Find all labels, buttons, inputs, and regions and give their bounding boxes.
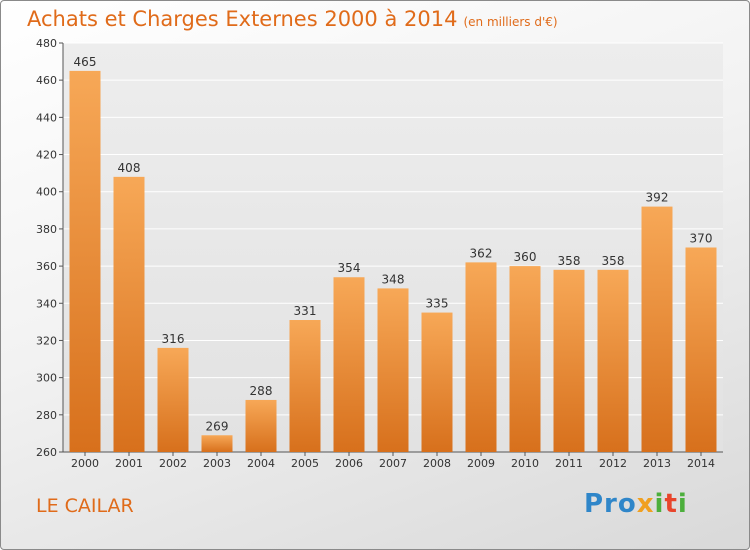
bar-2013 [641, 206, 673, 452]
x-tick-label-2012: 2012 [599, 457, 627, 470]
bar-2006 [333, 277, 365, 452]
x-tick-label-2001: 2001 [115, 457, 143, 470]
x-tick-label-2009: 2009 [467, 457, 495, 470]
data-label-2014: 370 [690, 232, 713, 246]
x-tick-label-2010: 2010 [511, 457, 539, 470]
bar-2000 [69, 70, 101, 453]
x-tick-label-2014: 2014 [687, 457, 715, 470]
data-label-2003: 269 [206, 419, 229, 433]
chart-title: Achats et Charges Externes 2000 à 2014 (e… [27, 7, 558, 31]
data-label-2002: 316 [162, 332, 185, 346]
x-tick-label-2013: 2013 [643, 457, 671, 470]
x-tick-label-2003: 2003 [203, 457, 231, 470]
data-label-2008: 335 [426, 297, 449, 311]
y-tick-label: 360 [36, 260, 57, 273]
bar-2011 [553, 269, 585, 452]
x-tick-label-2005: 2005 [291, 457, 319, 470]
bar-2001 [113, 176, 145, 452]
title-text: Achats et Charges Externes 2000 à 2014 [27, 7, 458, 31]
bar-2010 [509, 266, 541, 452]
y-tick-label: 340 [36, 297, 57, 310]
y-tick-label: 300 [36, 372, 57, 385]
bar-2008 [421, 312, 453, 452]
y-tick-label: 420 [36, 149, 57, 162]
y-tick-label: 260 [36, 446, 57, 459]
bar-2003 [201, 435, 233, 452]
y-tick-label: 460 [36, 74, 57, 87]
bar-2014 [685, 247, 717, 452]
x-tick-label-2011: 2011 [555, 457, 583, 470]
data-label-2001: 408 [118, 161, 141, 175]
data-label-2009: 362 [470, 246, 493, 260]
data-label-2010: 360 [514, 250, 537, 264]
y-tick-label: 480 [36, 37, 57, 50]
y-tick-label: 440 [36, 111, 57, 124]
bar-2012 [597, 269, 629, 452]
bar-2009 [465, 262, 497, 452]
y-tick-label: 400 [36, 186, 57, 199]
x-tick-label-2000: 2000 [71, 457, 99, 470]
data-label-2006: 354 [338, 261, 361, 275]
y-tick-label: 280 [36, 409, 57, 422]
bar-2007 [377, 288, 409, 452]
bar-2004 [245, 399, 277, 452]
proxiti-logo[interactable]: Proxiti [584, 489, 688, 519]
y-tick-label: 380 [36, 223, 57, 236]
data-label-2004: 288 [250, 384, 273, 398]
chart-subtitle: (en milliers d'€) [463, 15, 558, 29]
data-label-2000: 465 [74, 55, 97, 69]
x-tick-label-2007: 2007 [379, 457, 407, 470]
x-tick-label-2008: 2008 [423, 457, 451, 470]
data-label-2012: 358 [602, 254, 625, 268]
bar-2005 [289, 320, 321, 452]
data-label-2013: 392 [646, 191, 669, 205]
x-tick-label-2004: 2004 [247, 457, 275, 470]
x-tick-label-2002: 2002 [159, 457, 187, 470]
x-tick-label-2006: 2006 [335, 457, 363, 470]
y-tick-label: 320 [36, 334, 57, 347]
data-label-2005: 331 [294, 304, 317, 318]
city-label: LE CAILAR [36, 495, 134, 517]
bar-2002 [157, 347, 189, 452]
data-label-2007: 348 [382, 272, 405, 286]
data-label-2011: 358 [558, 254, 581, 268]
